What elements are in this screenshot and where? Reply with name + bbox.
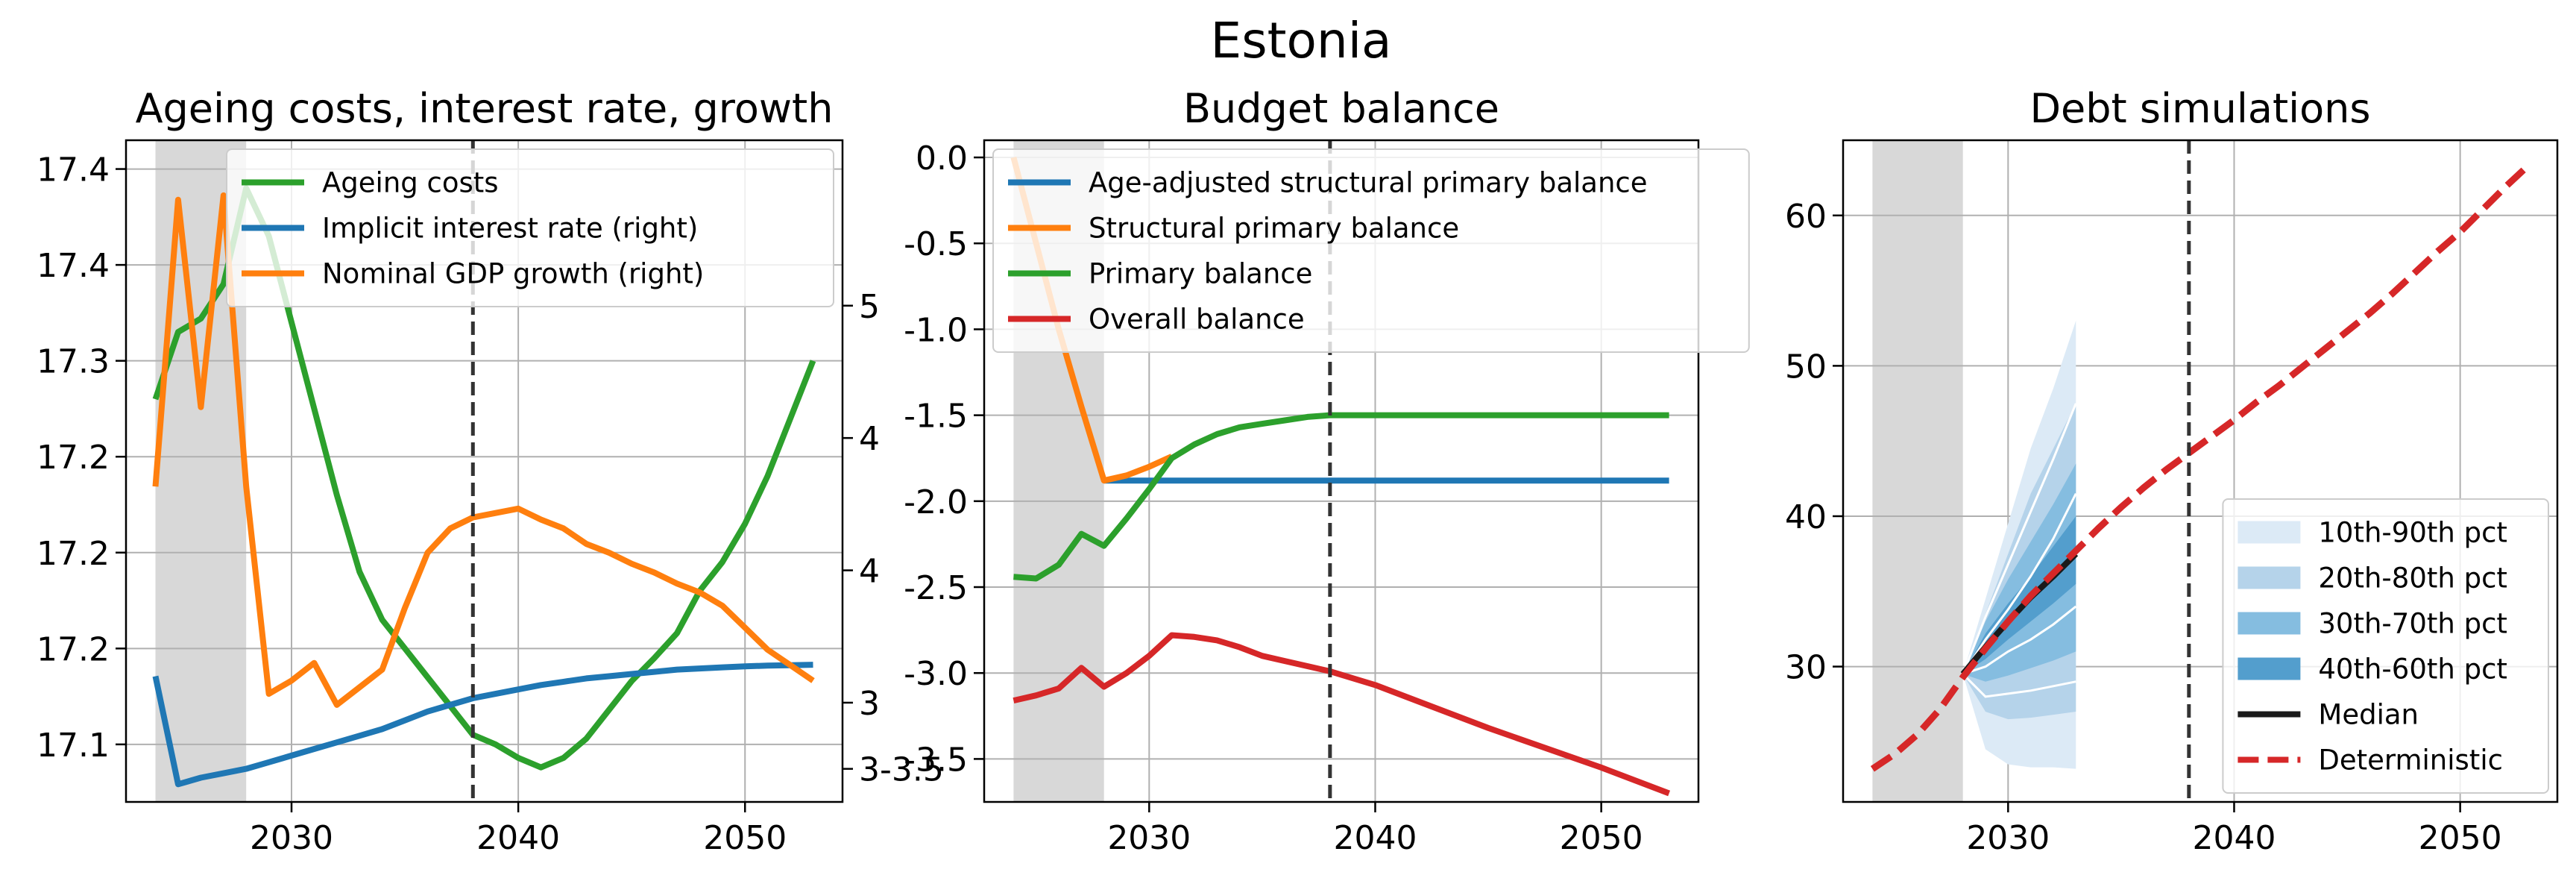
legend-frame <box>2222 498 2549 794</box>
legend-swatch <box>2238 657 2301 680</box>
y-tick-label: -3.0 <box>904 655 968 693</box>
panel-budget-balance: 2030 2040 2050 0.0 -0.5 -1.0 -1.5 -2.0 -2.5 -3.0 -… <box>904 85 1750 857</box>
x-tick-label: 2050 <box>2419 819 2502 857</box>
y-tick-label: -1.0 <box>904 311 968 349</box>
y2-tick-label: 5 <box>859 288 880 326</box>
band-edge-line <box>1962 605 2077 676</box>
figure-title: Estonia <box>1211 12 1392 69</box>
legend-label: 40th-60th pct <box>2318 653 2507 686</box>
y-tick-label: 17.1 <box>37 727 110 765</box>
band-edge-line <box>1962 403 2077 675</box>
series-line <box>152 192 815 708</box>
y2-tick-label: 3 <box>859 685 880 723</box>
panel-title: Debt simulations <box>2029 85 2370 132</box>
legend-label: 10th-90th pct <box>2318 517 2507 549</box>
legend-label: Overall balance <box>1089 304 1305 336</box>
legend-label: 30th-70th pct <box>2318 608 2507 640</box>
band-edge-line <box>1962 673 2076 698</box>
legend-label: Primary balance <box>1089 258 1312 290</box>
legend-swatch <box>2238 612 2301 635</box>
y-tick-label: 17.2 <box>37 630 110 668</box>
legend-label: Structural primary balance <box>1089 213 1459 245</box>
legend-label: 20th-80th pct <box>2318 562 2507 595</box>
series-line <box>152 662 813 788</box>
x-tick-label: 2030 <box>250 819 333 857</box>
legend: Ageing costs Implicit interest rate (righ… <box>226 148 834 307</box>
y-tick-label: -3.5 <box>904 741 968 779</box>
legend: Age-adjusted structural primary balance S… <box>992 148 1750 353</box>
y-tick-label: 60 <box>1785 198 1827 236</box>
legend-label: Deterministic <box>2318 744 2503 777</box>
x-tick-label: 2040 <box>2192 819 2276 857</box>
y-tick-label: 17.4 <box>37 151 110 189</box>
y-tick-label: 17.2 <box>37 439 110 477</box>
y-tick-label: 0.0 <box>916 139 968 178</box>
y-tick-label: 40 <box>1785 498 1827 536</box>
legend-label: Nominal GDP growth (right) <box>322 258 704 290</box>
series-line <box>1013 632 1671 797</box>
legend-label: Ageing costs <box>322 167 499 199</box>
x-tick-label: 2040 <box>1333 819 1417 857</box>
x-tick-label: 2050 <box>1560 819 1643 857</box>
x-tick-label: 2030 <box>1107 819 1191 857</box>
series-line <box>1870 163 2531 772</box>
axes-frame <box>1842 139 2559 803</box>
legend: 10th-90th pct 20th-80th pct 30th-70th pct 4… <box>2222 498 2549 794</box>
axes-frame <box>983 139 1700 803</box>
shaded-region <box>1872 140 1963 802</box>
panel-ageing-costs: 2030 2040 2050 17.1 17.2 17.2 17.2 17.3 17.4 17.4… <box>37 85 944 857</box>
fan-band <box>1962 515 2076 674</box>
x-tick-label: 2040 <box>476 819 560 857</box>
y-tick-label: 17.4 <box>37 247 110 285</box>
legend-frame <box>226 148 834 307</box>
y-tick-label: 17.3 <box>37 343 110 381</box>
legend-label: Median <box>2318 699 2419 731</box>
legend-swatch <box>2238 521 2301 544</box>
y-tick-label: -1.5 <box>904 398 968 436</box>
x-tick-label: 2050 <box>703 819 787 857</box>
legend-swatch <box>2238 566 2301 589</box>
y-tick-label: -0.5 <box>904 225 968 263</box>
y-tick-label: 30 <box>1785 649 1827 687</box>
band-edge-line <box>1962 493 2077 675</box>
legend-frame <box>992 148 1750 353</box>
y2-tick-label: 4 <box>859 553 880 591</box>
y-tick-label: 17.2 <box>37 535 110 573</box>
y2-tick-label: 4 <box>859 420 880 458</box>
panel-debt-simulations: 2030 2040 2050 30 40 50 60 Debt simulations 10th… <box>1785 85 2559 857</box>
axes-frame <box>125 139 844 803</box>
x-tick-label: 2030 <box>1966 819 2050 857</box>
y2-tick-label: 3-3.5 <box>859 751 944 789</box>
y-tick-label: -2.0 <box>904 483 968 521</box>
panel-title: Ageing costs, interest rate, growth <box>136 85 834 132</box>
series-line <box>1013 412 1669 582</box>
y-tick-label: -2.5 <box>904 569 968 607</box>
y-tick-label: 50 <box>1785 348 1827 386</box>
legend-label: Age-adjusted structural primary balance <box>1089 167 1648 199</box>
plot-area <box>1843 140 2557 802</box>
panel-title: Budget balance <box>1183 85 1499 132</box>
legend-label: Implicit interest rate (right) <box>322 213 698 245</box>
